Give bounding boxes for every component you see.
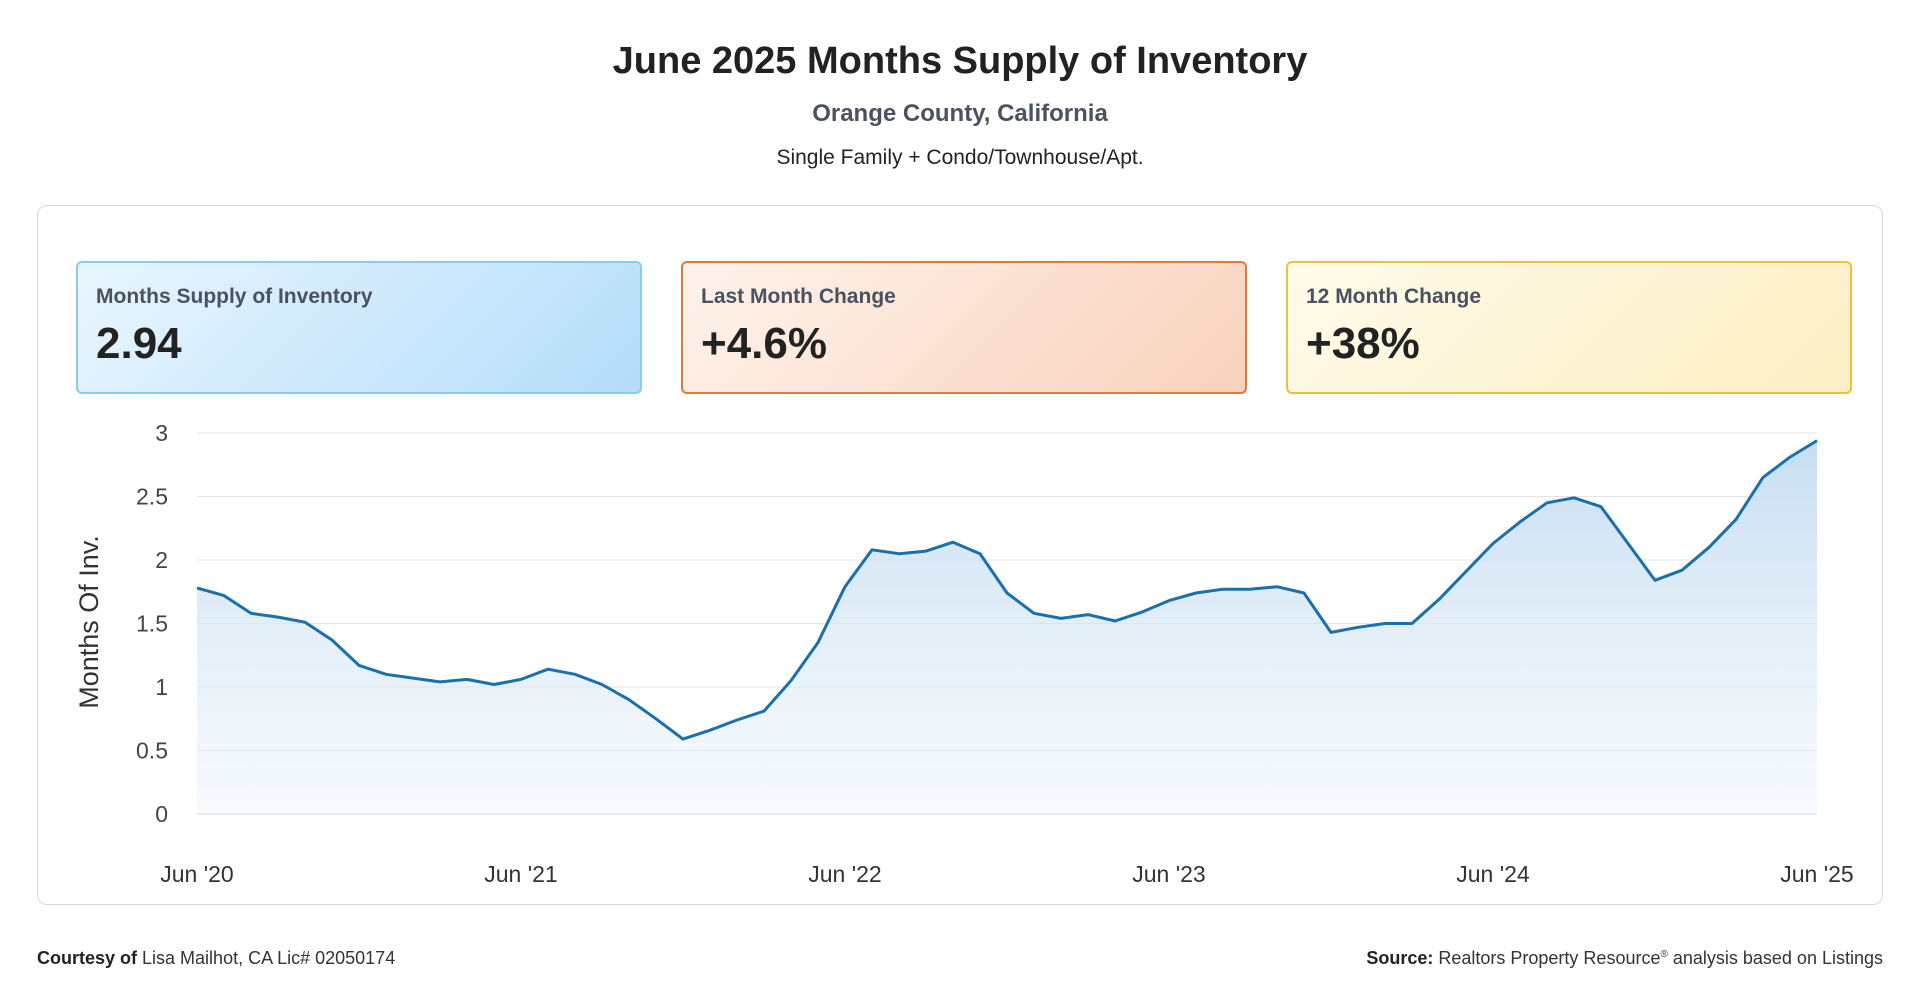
page-title: June 2025 Months Supply of Inventory: [612, 40, 1308, 82]
series-area: [197, 440, 1817, 814]
x-tick-label: Jun '24: [1456, 861, 1530, 887]
source-credit: Source: Realtors Property Resource® anal…: [1366, 948, 1883, 969]
stat-value: +38%: [1306, 319, 1420, 368]
y-tick-label: 0.5: [136, 738, 168, 764]
source-name: Realtors Property Resource: [1438, 948, 1661, 968]
x-tick-label: Jun '21: [484, 861, 557, 887]
x-tick-label: Jun '25: [1780, 861, 1853, 887]
chart-panel: [37, 205, 1883, 905]
y-tick-label: 1.5: [136, 611, 168, 637]
y-tick-label: 0: [155, 801, 168, 827]
series-line: [196, 439, 1818, 741]
y-tick-label: 2.5: [136, 484, 168, 510]
y-axis-label: Months Of Inv.: [74, 535, 104, 709]
stat-label: Last Month Change: [701, 285, 896, 308]
x-axis-ticks: Jun '20 Jun '21 Jun '22 Jun '23 Jun '24 Jun '…: [160, 861, 1853, 887]
y-axis-ticks: 0 0.5 1 1.5 2 2.5 3: [136, 420, 168, 827]
stat-card-12-month-change: 12 Month Change +38%: [1286, 261, 1852, 394]
stat-value: 2.94: [96, 319, 182, 368]
stat-label: Months Supply of Inventory: [96, 285, 373, 308]
courtesy-text: Lisa Mailhot, CA Lic# 02050174: [142, 948, 396, 968]
stat-card-months-supply: Months Supply of Inventory 2.94: [76, 261, 642, 394]
source-text: analysis based on Listings: [1672, 948, 1883, 968]
stat-label: 12 Month Change: [1306, 285, 1482, 308]
x-tick-label: Jun '23: [1132, 861, 1205, 887]
courtesy-label: Courtesy of: [37, 948, 138, 968]
source-label: Source:: [1366, 948, 1434, 968]
x-tick-label: Jun '20: [160, 861, 233, 887]
x-tick-label: Jun '22: [808, 861, 881, 887]
courtesy-credit: Courtesy of Lisa Mailhot, CA Lic# 020501…: [37, 948, 395, 969]
stat-value: +4.6%: [701, 319, 827, 368]
stat-card-last-month-change: Last Month Change +4.6%: [681, 261, 1247, 394]
source-registered-mark: ®: [1660, 949, 1668, 960]
y-tick-label: 3: [155, 420, 168, 446]
y-tick-label: 1: [155, 674, 168, 700]
property-types: Single Family + Condo/Townhouse/Apt.: [776, 146, 1144, 169]
y-tick-label: 2: [155, 547, 168, 573]
page-subtitle: Orange County, California: [812, 100, 1108, 127]
